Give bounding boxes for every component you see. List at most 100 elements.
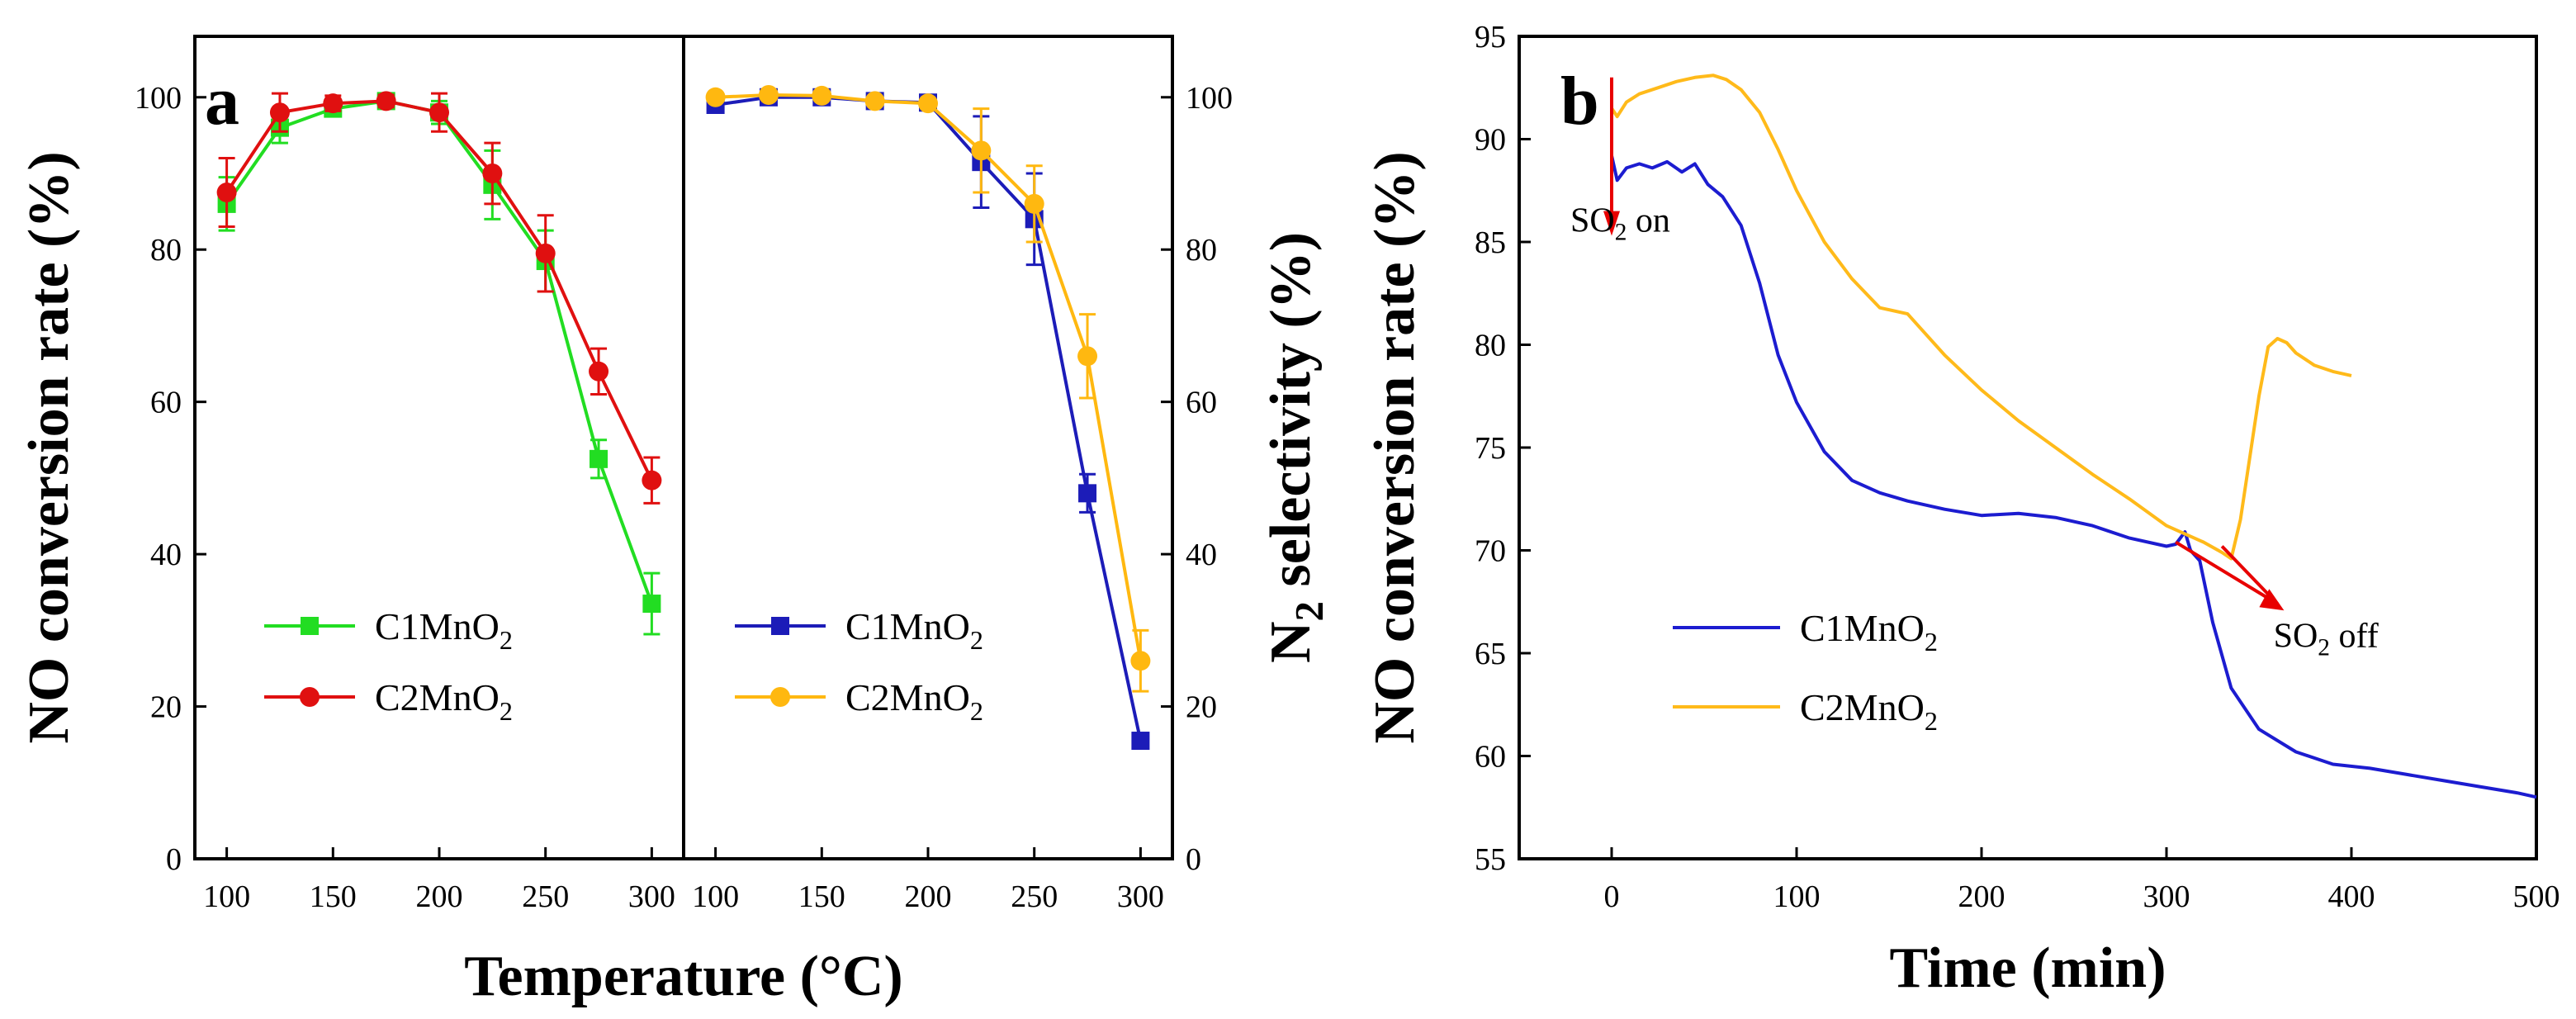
panel-a-left-marks: C1MnO2 C2MnO2 [216, 91, 662, 726]
data-point [864, 91, 885, 111]
y-tick-label: 80 [150, 233, 182, 268]
panel-a-left-chart: 100 150 200 250 300 0 20 40 60 80 100 C1MnO2 C2MnO2… [17, 35, 685, 914]
panel-a-right-y-axis-label: N2 selectivity (%) [1259, 232, 1332, 663]
y-tick-label: 80 [1186, 233, 1217, 268]
x-tick-label: 150 [310, 879, 357, 914]
panel-b-y-axis-label: NO conversion rate (%) [1363, 151, 1427, 743]
y-tick-label: 40 [1186, 538, 1217, 572]
n2-label-sub: 2 [1286, 601, 1332, 622]
data-point [482, 164, 503, 183]
x-tick-label: 250 [1011, 879, 1058, 914]
x-tick-label: 300 [1117, 879, 1164, 914]
legend-label: C1MnO2 [1800, 607, 1938, 656]
panel-b-chart: 0 100 200 300 400 500 55 60 65 70 75 80 85 90 95 C1MnO… [1363, 20, 2560, 1000]
data-point [376, 91, 396, 111]
n2-label-rest: selectivity (%) [1259, 232, 1323, 601]
data-point [1077, 346, 1098, 367]
series-line-c1mno2 [225, 99, 654, 604]
data-point [535, 243, 556, 263]
y-tick-label: 40 [150, 538, 182, 572]
data-point [1130, 651, 1151, 671]
panel-a-label: a [205, 63, 239, 140]
legend-label: C1MnO2 [845, 605, 983, 655]
y-tick-label: 0 [166, 842, 182, 877]
n2-label-main: N [1259, 621, 1323, 663]
y-tick-label: 60 [1186, 386, 1217, 420]
y-tick-label: 75 [1475, 431, 1506, 466]
data-point [323, 93, 343, 114]
x-tick-label: 200 [416, 879, 463, 914]
panel-b-ticks: 0 100 200 300 400 500 55 60 65 70 75 80 85 90 95 [1475, 20, 2560, 914]
x-tick-label: 0 [1604, 879, 1620, 914]
data-point [642, 470, 662, 491]
panel-b-x-axis-label: Time (min) [1889, 936, 2166, 1000]
data-point [758, 85, 779, 106]
y-tick-label: 60 [150, 386, 182, 420]
data-point [269, 102, 290, 123]
panel-b-label: b [1560, 63, 1599, 140]
legend-marker [770, 687, 790, 707]
data-point [971, 140, 992, 161]
panel-a-x-axis-label: Temperature (°C) [464, 945, 903, 1008]
panel-a-right-frame [682, 35, 1174, 860]
legend-marker [300, 687, 320, 707]
so2-off-label: SO2 off [2274, 618, 2379, 661]
legend-label: C1MnO2 [375, 605, 513, 655]
x-tick-label: 150 [798, 879, 845, 914]
panel-a-right-ticks: 100 150 200 250 300 0 20 40 60 80 100 [692, 81, 1233, 914]
so2-off-arrowhead [2259, 589, 2285, 611]
y-tick-label: 100 [1186, 81, 1233, 116]
data-point [642, 595, 661, 614]
legend-marker [771, 617, 789, 635]
so2-off-arrow [2175, 540, 2279, 605]
data-point [216, 182, 237, 203]
data-point [429, 102, 449, 123]
panel-b-frame [1518, 35, 2538, 860]
so2-on-label: SO2 on [1570, 202, 1670, 246]
x-tick-label: 500 [2513, 879, 2560, 914]
data-point [589, 361, 609, 382]
data-point [705, 87, 726, 107]
y-tick-label: 90 [1475, 123, 1506, 158]
data-point [590, 449, 608, 468]
y-tick-label: 20 [150, 690, 182, 725]
series-line-c2mno2 [715, 93, 1143, 661]
x-tick-label: 300 [628, 879, 675, 914]
x-tick-label: 100 [1773, 879, 1821, 914]
y-tick-label: 65 [1475, 637, 1506, 671]
data-point [1131, 732, 1150, 751]
y-tick-label: 20 [1186, 690, 1217, 725]
x-tick-label: 300 [2143, 879, 2190, 914]
y-tick-label: 80 [1475, 329, 1506, 363]
panel-a-left-frame [193, 35, 685, 860]
panel-b-marks: C1MnO2 C2MnO2 SO2 on SO2 off [1570, 73, 2537, 799]
panel-a-left-ticks: 100 150 200 250 300 0 20 40 60 80 100 [135, 81, 675, 914]
y-tick-label: 55 [1475, 842, 1506, 877]
legend-marker [301, 617, 319, 635]
series-line-c2mno2 [1610, 73, 2352, 561]
legend-label: C2MnO2 [1800, 686, 1938, 736]
y-tick-label: 0 [1186, 842, 1201, 877]
x-tick-label: 400 [2328, 879, 2375, 914]
panel-a-right-chart: 100 150 200 250 300 0 20 40 60 80 100 C1MnO2 C2MnO2… [682, 35, 1332, 914]
y-tick-label: 85 [1475, 225, 1506, 260]
x-tick-label: 200 [1958, 879, 2005, 914]
x-tick-label: 200 [905, 879, 952, 914]
y-tick-label: 70 [1475, 534, 1506, 569]
y-tick-label: 100 [135, 81, 182, 116]
panel-a-left-y-axis-label: NO conversion rate (%) [17, 151, 81, 743]
x-tick-label: 100 [203, 879, 250, 914]
legend-label: C2MnO2 [845, 676, 983, 726]
data-point [1024, 193, 1044, 214]
so2-on-arrowhead [1603, 211, 1620, 236]
y-tick-label: 60 [1475, 740, 1506, 775]
data-point [1078, 484, 1097, 503]
panel-a-right-marks: C1MnO2 C2MnO2 [705, 85, 1151, 751]
x-tick-label: 100 [692, 879, 739, 914]
data-point [812, 85, 832, 106]
series-line-c1mno2 [1610, 154, 2537, 799]
legend-label: C2MnO2 [375, 676, 513, 726]
x-tick-label: 250 [522, 879, 569, 914]
y-tick-label: 95 [1475, 20, 1506, 55]
